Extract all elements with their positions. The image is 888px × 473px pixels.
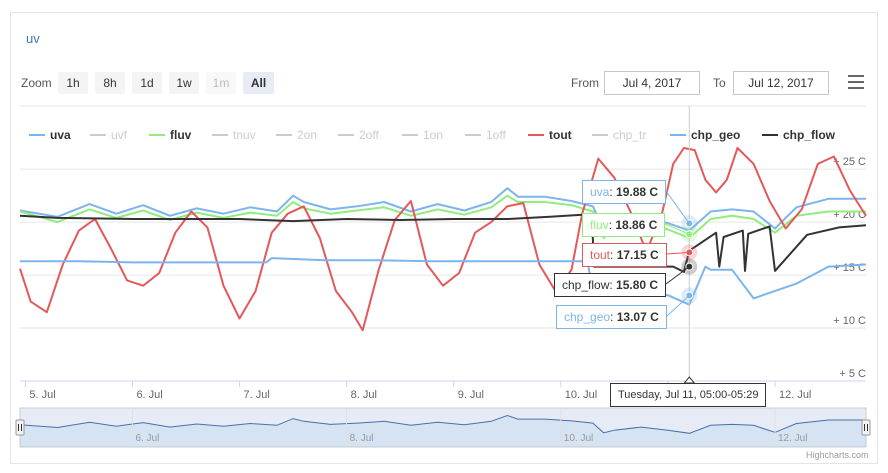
legend-item-1on[interactable]: 1on	[423, 128, 443, 142]
tooltip-value: 17.15 C	[616, 248, 659, 262]
tooltip-label: chp_geo	[564, 310, 611, 324]
zoom-1m-button: 1m	[206, 72, 236, 94]
tooltip-connector	[666, 251, 690, 255]
zoom-8h-button[interactable]: 8h	[95, 72, 125, 94]
to-date-input[interactable]: Jul 12, 2017	[733, 71, 829, 95]
legend-item-fluv[interactable]: fluv	[170, 128, 192, 142]
x-tick-label: 8. Jul	[351, 389, 377, 401]
to-label: To	[713, 76, 726, 90]
navigator-tick-label: 6. Jul	[135, 433, 159, 444]
legend-item-chp_tr[interactable]: chp_tr	[613, 128, 646, 142]
hamburger-icon[interactable]	[848, 75, 864, 89]
zoom-1d-button[interactable]: 1d	[132, 72, 162, 94]
x-tick-label: 12. Jul	[779, 389, 811, 401]
navigator-area	[20, 415, 866, 447]
series-line-tout	[19, 147, 867, 332]
legend-item-uva[interactable]: uva	[50, 128, 71, 142]
tooltip-chp_flow: chp_flow: 15.80 C	[554, 273, 667, 297]
zoom-1w-button[interactable]: 1w	[169, 72, 199, 94]
zoom-all-button[interactable]: All	[243, 72, 274, 94]
tooltip-chp_geo: chp_geo: 13.07 C	[556, 305, 667, 329]
tooltip-connector	[665, 266, 690, 285]
tooltip-value: 19.88 C	[616, 185, 659, 199]
y-tick-label: + 5 C	[839, 368, 866, 380]
y-tick-label: + 25 C	[833, 156, 866, 168]
credits-link[interactable]: Highcharts.com	[806, 450, 869, 460]
zoom-label: Zoom	[21, 76, 52, 90]
legend-item-tnuv[interactable]: tnuv	[233, 128, 256, 142]
navigator-series-line	[19, 414, 866, 434]
tooltip-value: 18.86 C	[615, 218, 658, 232]
tooltip-label: chp_flow	[562, 278, 610, 292]
legend-item-tout[interactable]: tout	[549, 128, 572, 142]
y-tick-label: + 10 C	[833, 315, 866, 327]
tooltip-value: 15.80 C	[616, 278, 659, 292]
tooltip-uva: uva: 19.88 C	[582, 180, 667, 204]
tooltip-connector	[665, 190, 690, 224]
chart-title: uv	[26, 31, 40, 46]
zoom-1h-button[interactable]: 1h	[58, 72, 88, 94]
tooltip-connector	[664, 223, 690, 235]
navigator-tick-label: 12. Jul	[778, 433, 807, 444]
legend-item-2off[interactable]: 2off	[359, 128, 379, 142]
series-line-uva	[19, 187, 866, 232]
legend-item-chp_geo[interactable]: chp_geo	[691, 128, 740, 142]
navigator-left-handle[interactable]	[15, 419, 25, 436]
x-tick-label: 10. Jul	[565, 389, 597, 401]
x-axis-tooltip: Tuesday, Jul 11, 05:00-05:29	[610, 383, 767, 407]
series-line-chp_geo	[20, 257, 867, 306]
legend-item-chp_flow[interactable]: chp_flow	[783, 128, 836, 142]
tooltip-tout: tout: 17.15 C	[582, 243, 667, 267]
tooltip-fluv: fluv: 18.86 C	[582, 213, 666, 237]
legend-item-1off[interactable]: 1off	[486, 128, 506, 142]
legend-item-uvf[interactable]: uvf	[111, 128, 128, 142]
navigator-mask	[19, 407, 867, 448]
from-date-input[interactable]: Jul 4, 2017	[604, 71, 700, 95]
navigator-tick-label: 10. Jul	[564, 433, 593, 444]
x-tick-label: 9. Jul	[458, 389, 484, 401]
tooltip-value: 13.07 C	[616, 310, 659, 324]
tooltip-connector	[666, 295, 690, 317]
tooltip-label: tout	[590, 248, 611, 262]
from-label: From	[571, 76, 599, 90]
navigator-tick-label: 8. Jul	[350, 433, 374, 444]
legend-item-2on[interactable]: 2on	[297, 128, 317, 142]
x-tick-label: 5. Jul	[29, 389, 55, 401]
x-tick-label: 7. Jul	[244, 389, 270, 401]
series-line-fluv	[19, 194, 866, 239]
tooltip-label: fluv	[590, 218, 609, 232]
x-tick-label: 6. Jul	[136, 389, 162, 401]
tooltip-label: uva	[590, 185, 610, 199]
navigator-right-handle[interactable]	[861, 419, 871, 436]
